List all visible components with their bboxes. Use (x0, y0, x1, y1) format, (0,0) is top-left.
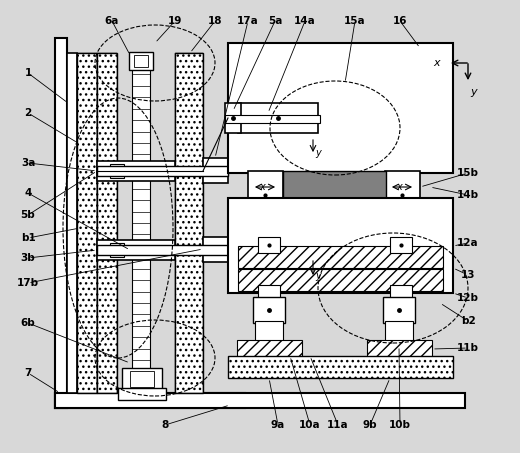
Bar (238, 103, 318, 133)
Text: 10a: 10a (299, 420, 321, 430)
Text: 6a: 6a (105, 16, 119, 26)
Bar (228, 43, 453, 173)
Bar (225, 103, 241, 133)
Text: 1: 1 (24, 68, 32, 78)
Bar (258, 285, 280, 301)
Text: 3a: 3a (21, 158, 35, 168)
Bar (390, 201, 410, 253)
Bar (77, 53, 97, 393)
Bar (238, 269, 443, 291)
Bar (385, 171, 420, 203)
Bar (130, 371, 154, 387)
Text: 12a: 12a (457, 238, 479, 248)
Bar (390, 285, 412, 301)
Text: 9b: 9b (362, 420, 378, 430)
Bar (97, 53, 117, 393)
Text: 14b: 14b (457, 190, 479, 200)
Text: 4: 4 (24, 188, 32, 198)
Text: 14a: 14a (294, 16, 316, 26)
Bar (67, 53, 77, 393)
Text: $y$: $y$ (315, 271, 323, 283)
Bar (55, 393, 245, 408)
Text: $x$: $x$ (433, 58, 442, 68)
Text: 8: 8 (161, 420, 168, 430)
Bar (97, 166, 228, 176)
Text: 2: 2 (24, 108, 32, 118)
Bar (203, 237, 228, 262)
Text: 12b: 12b (457, 293, 479, 303)
Bar (248, 171, 283, 203)
Bar (122, 368, 162, 390)
Text: $x$: $x$ (259, 182, 267, 192)
Bar (110, 243, 124, 257)
Text: 7: 7 (24, 368, 32, 378)
Text: 11a: 11a (327, 420, 349, 430)
Bar (129, 52, 153, 70)
Text: $x$: $x$ (396, 182, 404, 192)
Text: 19: 19 (168, 16, 182, 26)
Bar (225, 115, 320, 123)
Text: 3b: 3b (21, 253, 35, 263)
Text: 15b: 15b (457, 168, 479, 178)
Bar (97, 161, 175, 181)
Bar (385, 321, 413, 343)
Text: 16: 16 (393, 16, 407, 26)
Text: 5a: 5a (268, 16, 282, 26)
Bar (132, 63, 150, 383)
Text: $y$: $y$ (315, 148, 323, 160)
Text: 10b: 10b (389, 420, 411, 430)
Bar (118, 388, 166, 400)
Bar (258, 237, 280, 253)
Text: b1: b1 (21, 233, 35, 243)
Text: $y$: $y$ (470, 87, 479, 99)
Text: 11b: 11b (457, 343, 479, 353)
Bar (253, 297, 285, 323)
Text: 13: 13 (461, 270, 475, 280)
Bar (97, 245, 228, 255)
Bar (77, 53, 97, 393)
Text: 9a: 9a (271, 420, 285, 430)
Bar (228, 356, 453, 378)
Bar (255, 321, 283, 343)
Bar (257, 201, 277, 253)
Bar (228, 198, 453, 293)
Bar (237, 340, 302, 358)
Bar (175, 53, 203, 393)
Bar (97, 240, 175, 260)
Text: 5b: 5b (21, 210, 35, 220)
Bar (55, 38, 67, 408)
Bar (97, 53, 117, 393)
Text: 17a: 17a (237, 16, 259, 26)
Text: 6b: 6b (21, 318, 35, 328)
Bar (283, 171, 386, 203)
Bar (367, 340, 432, 358)
Text: 15a: 15a (344, 16, 366, 26)
Text: 18: 18 (208, 16, 222, 26)
Bar (55, 393, 465, 408)
Bar (134, 55, 148, 67)
Bar (238, 246, 443, 268)
Bar (203, 158, 228, 183)
Text: 17b: 17b (17, 278, 39, 288)
Text: b2: b2 (461, 316, 475, 326)
Bar (383, 297, 415, 323)
Bar (175, 53, 203, 393)
Bar (110, 164, 124, 178)
Bar (390, 237, 412, 253)
